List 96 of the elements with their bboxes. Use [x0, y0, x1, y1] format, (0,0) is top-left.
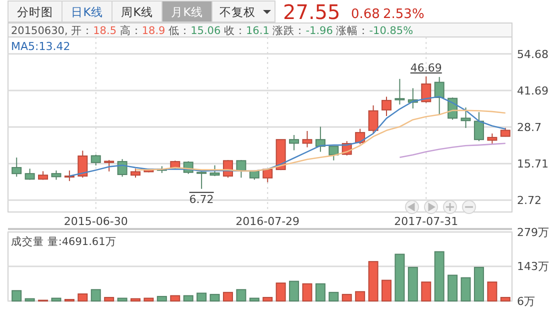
candlestick [262, 168, 273, 183]
candlestick [368, 104, 378, 134]
bar [12, 290, 22, 302]
x-tick-label: 2016-07-29 [236, 215, 300, 228]
annotation: 低： [165, 25, 191, 37]
candlestick [117, 158, 128, 178]
annotation: 15.06 [190, 25, 221, 37]
candlestick [104, 160, 114, 172]
candlestick [24, 168, 35, 180]
bar [302, 283, 312, 302]
candlestick [328, 146, 339, 161]
candlestick [487, 133, 498, 145]
y-tick-label: 6万 [517, 294, 535, 308]
candlestick [434, 76, 444, 116]
annotation: MA5:13.42 [11, 40, 70, 53]
bar [328, 292, 339, 302]
x-tick-label: 2015-06-30 [64, 215, 128, 228]
bar [276, 282, 286, 302]
candlestick [236, 160, 246, 178]
bar [289, 280, 300, 302]
candlestick [394, 78, 405, 106]
bar [51, 298, 62, 302]
candlestick [210, 164, 220, 177]
candlestick [289, 134, 300, 151]
bar [394, 254, 405, 302]
bar [196, 292, 207, 302]
bar [474, 266, 484, 302]
text: 27.55 [283, 0, 340, 24]
text: 月K线 [171, 5, 203, 19]
bar [78, 293, 88, 302]
bar [222, 292, 233, 302]
annotation: 18.5 [93, 25, 117, 37]
annotation: 高： [116, 24, 142, 37]
y-tick-label: 143万 [517, 260, 549, 274]
candlestick [382, 96, 392, 117]
bar [342, 294, 352, 302]
candlestick [90, 154, 101, 166]
bar [183, 295, 194, 302]
text: 2.53% [383, 7, 424, 22]
line-series [399, 142, 506, 158]
annotation: 6.72 [189, 192, 214, 206]
candlestick [421, 76, 432, 104]
bar [156, 296, 167, 302]
annotation: -10.85% [369, 25, 414, 37]
bar [249, 298, 260, 302]
annotation: 46.69 [410, 61, 442, 74]
text: 0.68 [351, 7, 380, 22]
annotation: 成交量 量:4691.61万 [11, 235, 116, 248]
bar [460, 277, 471, 302]
text: 分时图 [17, 5, 53, 19]
annotation: -1.96 [306, 25, 334, 37]
y-tick-label: 279万 [517, 226, 549, 239]
bar [500, 296, 510, 302]
bar [487, 282, 498, 302]
bar [382, 280, 392, 302]
bar [104, 296, 114, 302]
text: 日K线 [71, 5, 103, 19]
y-tick-label: 15.71 [517, 157, 548, 170]
bar [130, 298, 140, 302]
candlestick [78, 150, 88, 178]
bar [236, 289, 246, 302]
bar [210, 294, 220, 302]
candlestick [12, 157, 22, 178]
candlestick [315, 126, 326, 152]
candlestick [51, 170, 62, 180]
bar [315, 283, 326, 302]
bar [90, 289, 101, 302]
bar [117, 298, 128, 302]
y-tick-label: 2.72 [517, 194, 542, 207]
candlestick [474, 112, 484, 142]
candlestick [130, 168, 140, 178]
y-tick-label: 41.69 [517, 84, 548, 98]
y-tick-label: 28.7 [517, 120, 542, 134]
bar [170, 295, 180, 302]
bar [24, 298, 35, 302]
candlestick [460, 106, 471, 128]
candlestick [196, 171, 207, 190]
y-tick-label: 54.68 [517, 48, 548, 61]
annotation: 收： [220, 25, 246, 37]
bar [448, 274, 458, 302]
text: 周K线 [121, 5, 153, 19]
candlestick [302, 130, 312, 148]
bar [262, 296, 273, 302]
bar [144, 298, 154, 302]
x-tick-label: 2017-07-31 [394, 215, 458, 228]
annotation: 16.1 [246, 25, 270, 37]
annotation: 涨跌： [269, 25, 306, 37]
annotation: 20150630, 开： [11, 25, 94, 37]
bar [368, 261, 378, 302]
bar [421, 282, 432, 302]
bar [434, 251, 444, 302]
text: 不复权 [220, 5, 256, 19]
annotation: 18.9 [142, 25, 166, 37]
bar [408, 266, 418, 302]
annotation: 涨幅： [332, 25, 370, 37]
bar [355, 291, 366, 302]
